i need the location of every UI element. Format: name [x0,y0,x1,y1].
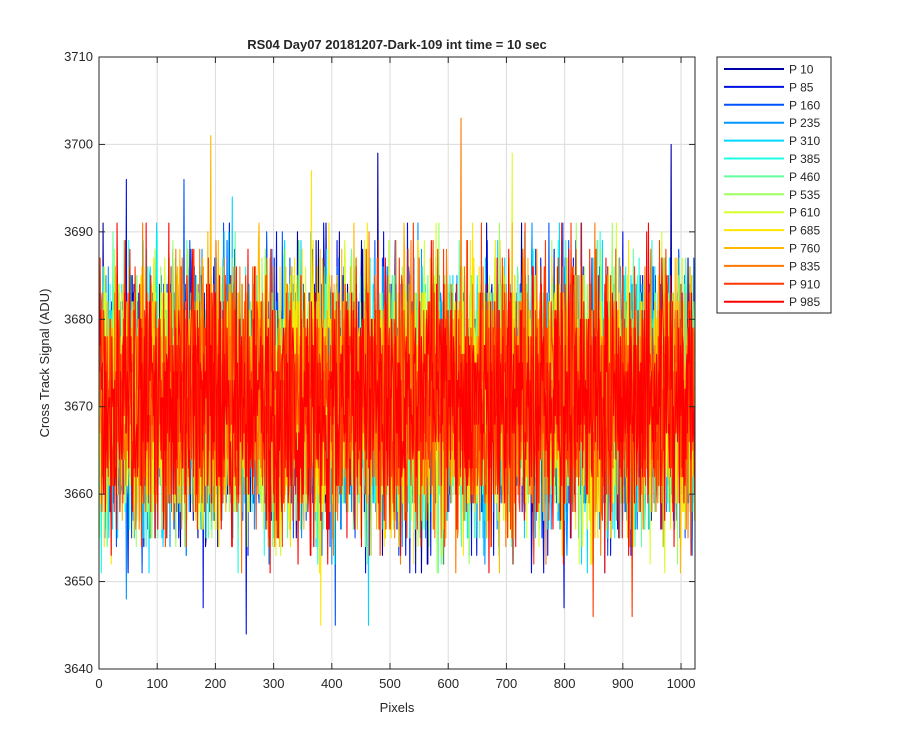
legend-box [716,56,832,314]
x-tick-label: 300 [263,676,285,691]
legend-label: P 760 [789,242,820,256]
y-tick-label: 3710 [64,49,93,64]
legend-entry: P 235 [724,116,820,130]
x-tick-label: 700 [496,676,518,691]
legend-label: P 385 [789,152,820,166]
legend-label: P 835 [789,259,820,273]
legend-entry: P 385 [724,152,820,166]
series-lines [99,117,696,635]
legend-label: P 685 [789,224,820,238]
x-tick-label: 1000 [667,676,696,691]
x-tick-label: 800 [554,676,576,691]
y-tick-label: 3680 [64,311,93,326]
legend-entry: P 610 [724,206,820,220]
legend-entry: P 535 [724,188,820,202]
legend-entry: P 85 [724,80,814,94]
legend-entry: P 910 [724,277,820,291]
x-tick-label: 500 [379,676,401,691]
y-tick-label: 3640 [64,661,93,676]
legend-label: P 10 [789,63,814,77]
y-tick-label: 3660 [64,486,93,501]
x-tick-label: 900 [612,676,634,691]
legend-entry: P 460 [724,170,820,184]
legend-label: P 160 [789,98,820,112]
x-tick-label: 200 [205,676,227,691]
series-line-p985 [99,222,696,574]
legend-label: P 910 [789,277,820,291]
y-tick-label: 3700 [64,136,93,151]
x-tick-label: 100 [146,676,168,691]
legend-label: P 460 [789,170,820,184]
legend-entry: P 985 [724,295,820,309]
plot-frame [98,56,696,670]
tick-marks [98,56,695,670]
legend-entries: P 10 P 85 P 160 P 235 P 310 P 385 P 460 P 535 P … [724,63,820,309]
y-tick-label: 3650 [64,574,93,589]
x-tick-labels: 0 100 200 300 400 500 600 700 800 900 1000 [95,676,695,691]
legend-entry: P 310 [724,134,820,148]
legend-label: P 85 [789,80,814,94]
x-tick-label: 400 [321,676,343,691]
x-tick-label: 600 [437,676,459,691]
legend-entry: P 685 [724,224,820,238]
x-axis-label: Pixels [380,700,415,715]
x-tick-label: 0 [95,676,102,691]
legend: P 10 P 85 P 160 P 235 P 310 P 385 P 460 P 535 P … [716,56,832,314]
y-axis-label: Cross Track Signal (ADU) [37,289,52,438]
y-tick-label: 3670 [64,399,93,414]
legend-entry: P 10 [724,63,814,77]
legend-label: P 610 [789,206,820,220]
legend-entry: P 835 [724,259,820,273]
legend-label: P 985 [789,295,820,309]
legend-label: P 235 [789,116,820,130]
plot-axes: 0 100 200 300 400 500 600 700 800 900 1000 3640 365… [64,49,696,691]
legend-entry: P 160 [724,98,820,112]
legend-entry: P 760 [724,242,820,256]
chart-title: RS04 Day07 20181207-Dark-109 int time = … [247,37,547,52]
legend-label: P 535 [789,188,820,202]
legend-label: P 310 [789,134,820,148]
y-tick-label: 3690 [64,224,93,239]
y-tick-labels: 3640 3650 3660 3670 3680 3690 3700 3710 [64,49,93,676]
